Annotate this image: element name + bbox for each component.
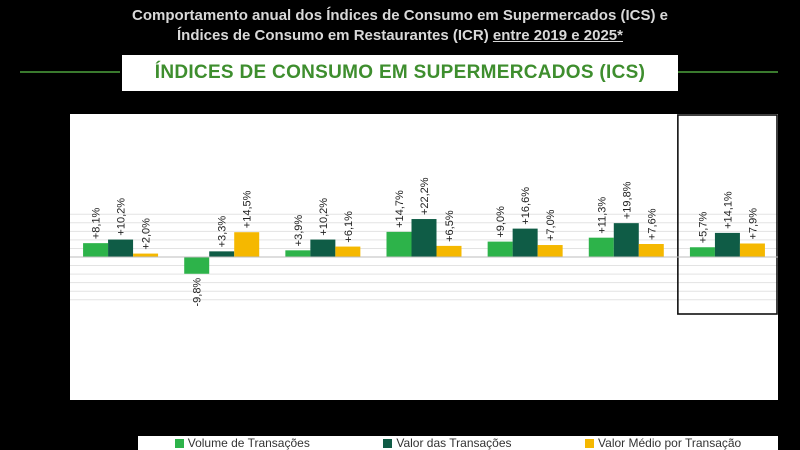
data-label: +3,3%	[217, 216, 229, 248]
data-label: +9,0%	[495, 206, 507, 238]
bar	[714, 232, 740, 257]
bar	[133, 253, 159, 257]
bar	[537, 245, 563, 257]
data-label: +7,6%	[646, 208, 658, 240]
chart-title-line-1: Comportamento anual dos Índices de Consu…	[132, 7, 668, 24]
data-label: +14,5%	[242, 190, 254, 228]
bar	[411, 219, 437, 257]
divider-right	[678, 71, 778, 73]
bar	[588, 237, 614, 257]
data-label: +6,1%	[343, 211, 355, 243]
bar	[739, 243, 765, 257]
data-label: +6,5%	[444, 210, 456, 242]
data-label: +19,8%	[621, 181, 633, 219]
data-label: +7,0%	[545, 209, 557, 241]
data-label: +10,2%	[116, 198, 128, 236]
data-label: +8,1%	[91, 207, 103, 239]
data-label: +16,6%	[520, 187, 532, 225]
data-label: +11,3%	[596, 197, 608, 234]
bar	[613, 223, 639, 257]
chart-title-line-2: Índices de Consumo em Restaurantes (ICR)…	[0, 26, 800, 46]
legend-label: Valor Médio por Transação	[598, 436, 742, 450]
title-period: entre 2019 e 2025*	[492, 27, 623, 44]
bar	[209, 251, 235, 257]
bar	[285, 250, 311, 257]
bar	[335, 246, 361, 257]
legend-item: Valor Médio por Transação	[585, 436, 741, 450]
data-label: +22,2%	[419, 177, 431, 215]
bar	[638, 244, 664, 257]
bar	[487, 241, 513, 257]
legend-swatch	[174, 438, 184, 448]
bar	[386, 231, 412, 257]
highlight-box	[677, 114, 778, 315]
legend-item: Valor das Transações	[383, 436, 512, 450]
bar	[512, 228, 538, 257]
chart-banner-title: ÍNDICES DE CONSUMO EM SUPERMERCADOS (ICS…	[122, 55, 678, 91]
legend-item: Volume de Transações	[174, 436, 310, 450]
legend-swatch	[585, 438, 595, 448]
legend-swatch	[383, 438, 393, 448]
legend-label: Volume de Transações	[187, 436, 310, 450]
bar	[108, 239, 134, 257]
data-label: +10,2%	[318, 198, 330, 236]
bar	[310, 239, 336, 257]
data-label: +3,9%	[293, 215, 305, 247]
bar	[184, 257, 210, 274]
bar	[436, 245, 462, 257]
divider-left	[20, 71, 120, 73]
bar	[689, 247, 715, 257]
legend: Volume de Transações Valor das Transações…	[138, 436, 778, 450]
data-label: +14,1%	[722, 191, 734, 229]
title-line-2-text: Índices de Consumo em Restaurantes (ICR)	[176, 27, 493, 44]
data-label: +5,7%	[697, 212, 709, 244]
data-label: +2,0%	[141, 218, 153, 250]
data-label: -9,8%	[192, 278, 204, 307]
bar	[83, 243, 109, 257]
data-label: +7,9%	[747, 208, 759, 240]
bar	[234, 232, 260, 257]
data-label: +14,7%	[394, 190, 406, 228]
legend-label: Valor das Transações	[396, 436, 512, 450]
